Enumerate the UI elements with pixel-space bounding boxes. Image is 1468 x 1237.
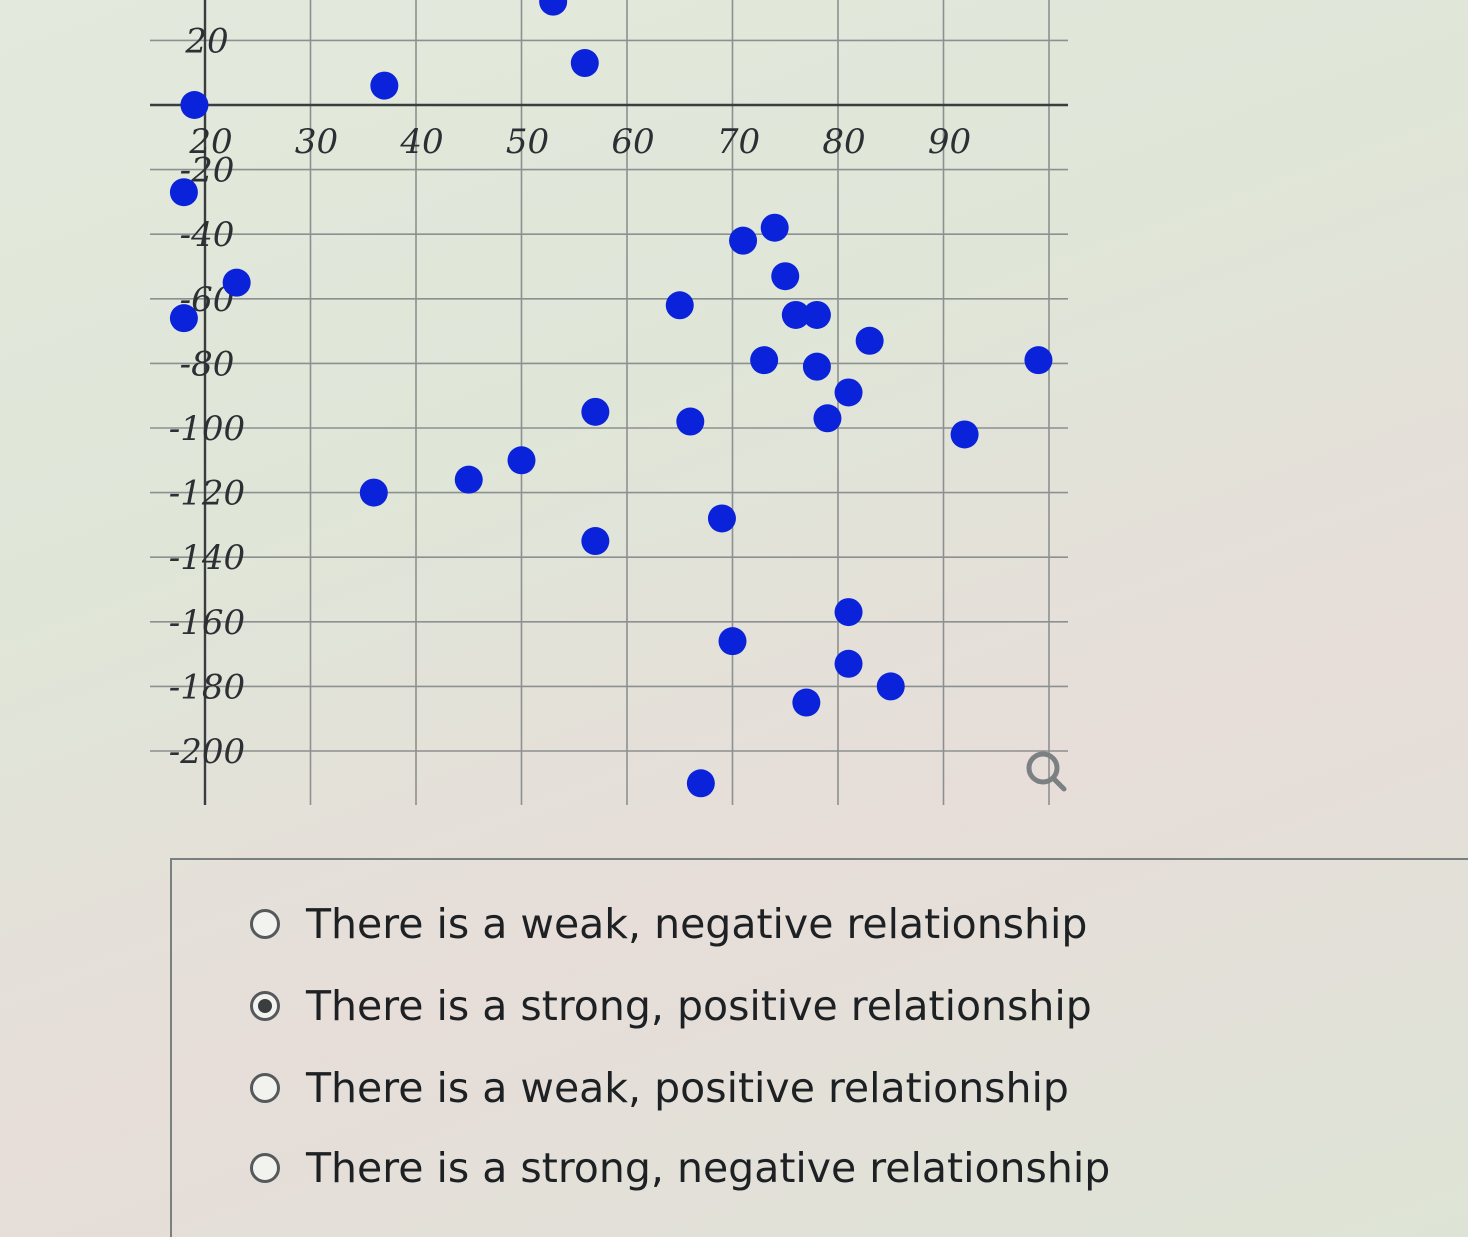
x-tick-label: 50 [506, 122, 549, 162]
data-point [665, 291, 694, 320]
x-tick-label: 20 [188, 122, 232, 162]
data-point [834, 598, 863, 627]
y-tick-label: -40 [180, 215, 235, 255]
option-label: There is a weak, positive relationship [306, 1064, 1069, 1112]
data-point [222, 268, 251, 297]
radio-icon[interactable] [250, 1073, 280, 1103]
data-point [570, 49, 599, 78]
data-point [834, 649, 863, 678]
data-point [180, 91, 209, 119]
data-point [581, 527, 610, 556]
data-point [686, 769, 715, 798]
data-point [802, 352, 831, 381]
radio-icon[interactable] [250, 1153, 280, 1183]
data-point [771, 262, 800, 291]
zoom-magnifier-icon[interactable] [1026, 751, 1067, 792]
y-tick-label: -120 [169, 474, 245, 514]
option-strong-positive[interactable]: There is a strong, positive relationship [250, 982, 1092, 1030]
data-point [539, 0, 568, 16]
data-point [169, 178, 198, 207]
answer-choices: There is a weak, negative relationship T… [170, 858, 1468, 1237]
x-tick-label: 60 [611, 122, 654, 162]
option-label: There is a strong, positive relationship [306, 982, 1092, 1030]
option-weak-negative[interactable]: There is a weak, negative relationship [250, 900, 1087, 948]
y-tick-label: -160 [169, 603, 245, 643]
data-point [676, 407, 705, 436]
data-point [581, 397, 610, 426]
data-point [813, 404, 842, 433]
data-point [802, 300, 831, 329]
data-points [169, 0, 1053, 798]
radio-icon[interactable] [250, 909, 280, 939]
data-point [781, 300, 810, 329]
x-tick-label: 80 [822, 122, 865, 162]
y-tick-label: -200 [169, 732, 245, 772]
scatter-plot: 20 30 40 50 60 70 80 90 20 -20 -40 -60 -80 -100 -120-… [150, 0, 1068, 805]
data-point [834, 378, 863, 407]
data-point [370, 71, 399, 100]
data-point [760, 213, 789, 242]
data-point [507, 446, 536, 475]
option-label: There is a strong, negative relationship [306, 1144, 1111, 1192]
x-tick-label: 40 [399, 122, 443, 162]
y-tick-labels: 20-20-40-60-80-100-120-140-160-180-200 [169, 21, 245, 772]
data-point [792, 688, 821, 717]
data-point [855, 326, 884, 355]
option-label: There is a weak, negative relationship [306, 900, 1088, 948]
option-weak-positive[interactable]: There is a weak, positive relationship [250, 1064, 1069, 1112]
grid [150, 0, 1068, 805]
y-tick-label: 20 [184, 21, 228, 61]
data-point [707, 504, 736, 533]
data-point [876, 672, 905, 701]
y-tick-label: -100 [169, 409, 245, 449]
x-tick-label: 70 [717, 122, 760, 162]
data-point [454, 465, 483, 494]
y-tick-label: -180 [169, 667, 245, 707]
radio-selected-icon[interactable] [250, 991, 280, 1021]
option-strong-negative[interactable]: There is a strong, negative relationship [250, 1144, 1110, 1192]
axes [150, 0, 1068, 805]
data-point [1024, 346, 1053, 375]
data-point [169, 304, 198, 333]
y-tick-label: -140 [169, 538, 245, 578]
data-point [718, 627, 747, 656]
data-point [950, 420, 979, 449]
scatter-plot-canvas: 20 30 40 50 60 70 80 90 20-20-40-60-80-100-120-… [150, 0, 1068, 805]
x-tick-label: 30 [295, 122, 338, 162]
x-tick-labels: 20 30 40 50 60 70 80 90 [188, 122, 971, 162]
data-point [359, 478, 388, 507]
y-tick-label: -80 [180, 344, 235, 384]
data-point [729, 226, 758, 255]
x-tick-label: 90 [928, 122, 971, 162]
data-point [750, 346, 779, 375]
